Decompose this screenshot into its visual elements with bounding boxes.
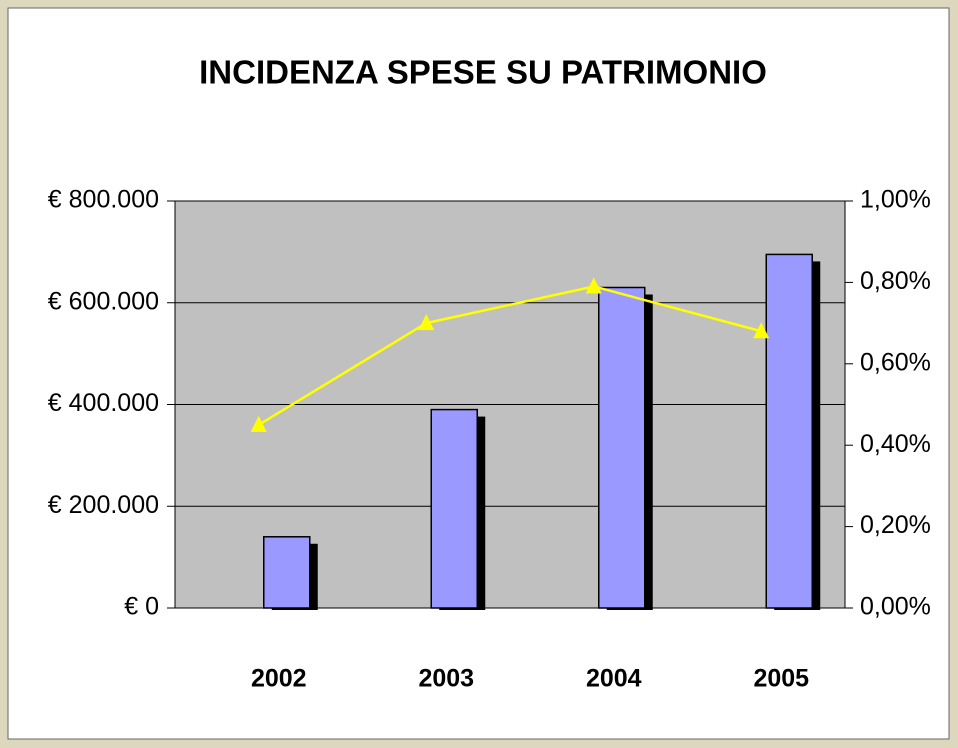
bar (765, 253, 813, 609)
x-tick-label: 2002 (251, 665, 307, 693)
line (258, 285, 762, 426)
y2-tick-label: 0,40% (860, 430, 931, 458)
line-marker (418, 314, 435, 331)
x-tick-label: 2003 (418, 665, 474, 693)
x-tick-label: 2004 (586, 665, 642, 693)
y-tick-label: € 600.000 (48, 287, 159, 315)
bar (598, 286, 646, 609)
x-tick-label: 2005 (753, 665, 809, 693)
y2-tick-label: 0,80% (860, 267, 931, 295)
y2-tick-label: 1,00% (860, 186, 931, 214)
y-tick-label: € 0 (124, 593, 159, 621)
y2-tick-label: 0,60% (860, 348, 931, 376)
line-marker (753, 322, 770, 339)
bar (430, 408, 478, 609)
y-tick-label: € 400.000 (48, 389, 159, 417)
bar (263, 536, 311, 609)
y2-tick-label: 0,00% (860, 593, 931, 621)
line-marker (250, 415, 267, 432)
chart-title: INCIDENZA SPESE SU PATRIMONIO (199, 54, 767, 91)
y-tick-label: € 800.000 (48, 186, 159, 214)
y2-tick-label: 0,20% (860, 511, 931, 539)
y-tick-label: € 200.000 (48, 491, 159, 519)
line-marker (585, 277, 602, 294)
